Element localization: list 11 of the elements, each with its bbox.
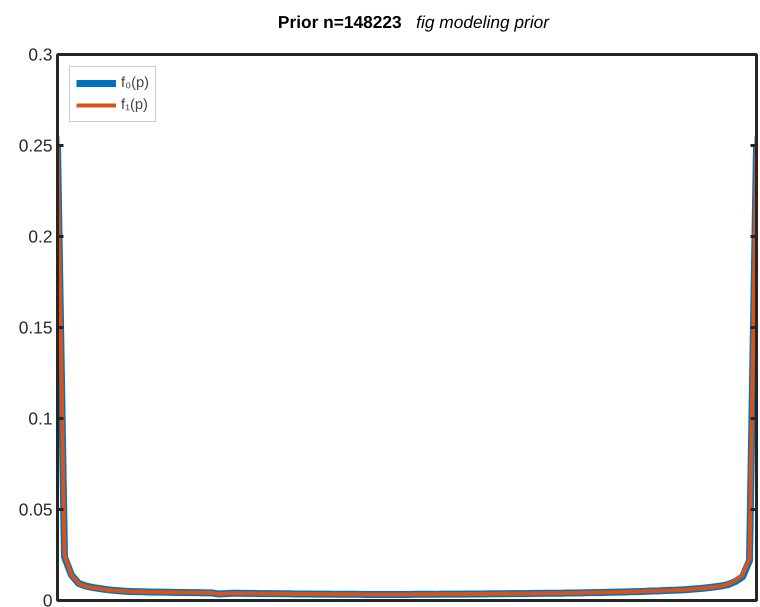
legend-label: f₀(p)	[121, 75, 150, 91]
legend-label: f₁(p)	[121, 97, 148, 113]
chart-subtitle: fig modeling prior	[416, 12, 550, 32]
y-tick-label: 0.1	[28, 408, 53, 428]
y-tick-label: 0.25	[18, 136, 53, 156]
y-tick-label: 0.3	[28, 44, 53, 64]
y-tick-label: 0	[42, 590, 53, 607]
y-tick-label: 0.2	[28, 226, 53, 246]
y-tick-label: 0.05	[18, 500, 53, 520]
chart-title: Prior n=148223	[278, 12, 402, 32]
y-tick-label: 0.15	[18, 318, 53, 338]
